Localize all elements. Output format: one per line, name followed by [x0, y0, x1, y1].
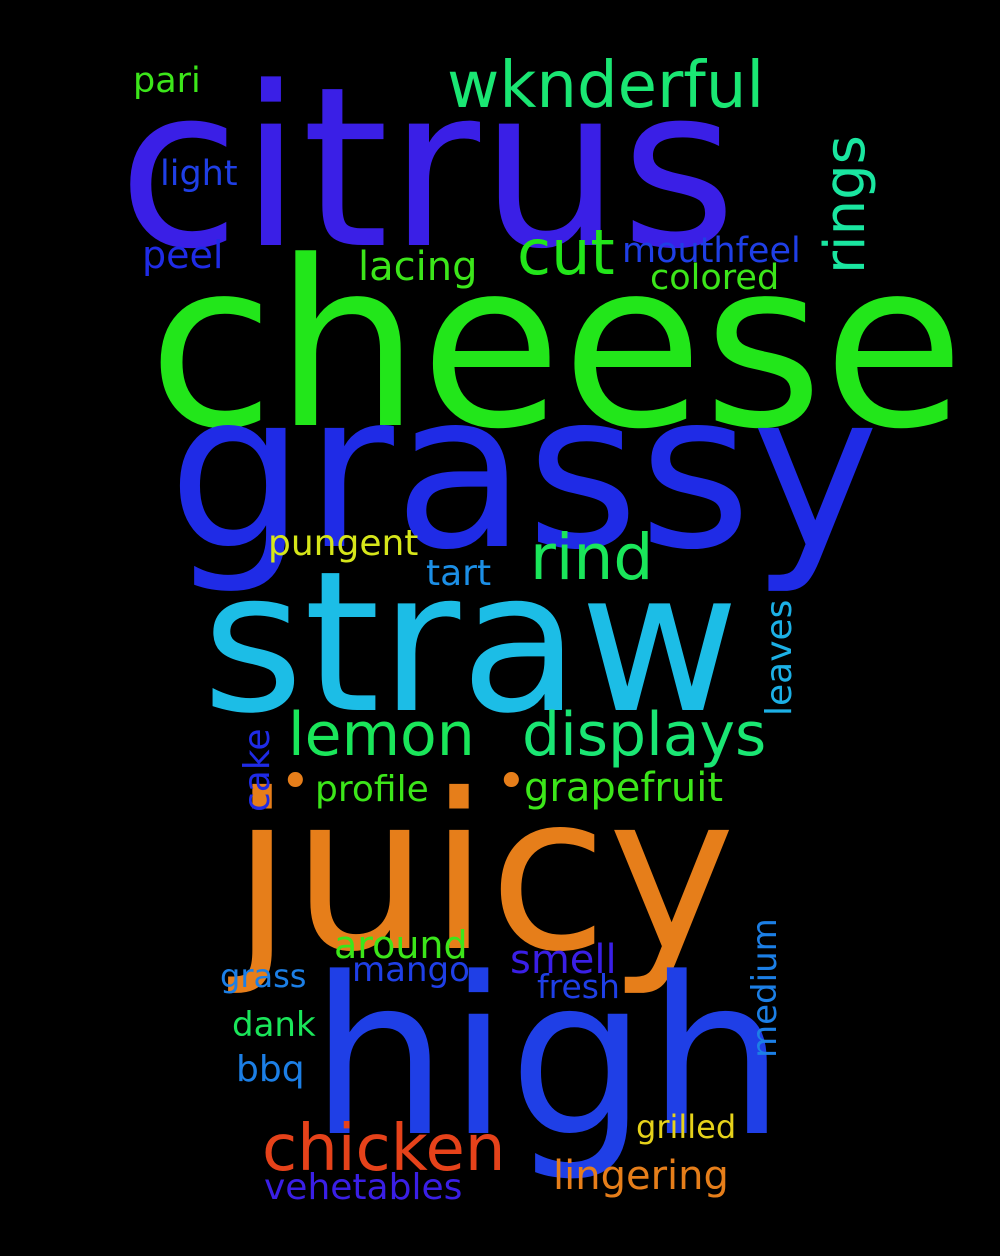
word-grass: grass	[220, 957, 307, 995]
word-peel: peel	[142, 233, 224, 277]
word-profile: profile	[315, 769, 429, 810]
word-bbq: bbq	[236, 1049, 305, 1090]
word-chicken: chicken	[262, 1112, 506, 1186]
word-lacing: lacing	[358, 244, 478, 290]
word-straw: straw	[202, 529, 740, 756]
word-pungent: pungent	[268, 523, 419, 564]
word-leaves: leaves	[759, 599, 800, 716]
word-rind: rind	[530, 521, 654, 594]
word-lingering: lingering	[553, 1153, 729, 1199]
word-mango: mango	[352, 950, 470, 990]
word-high: high	[310, 932, 786, 1185]
word-medium: medium	[745, 918, 785, 1058]
word-bullet-1: •	[280, 752, 311, 812]
word-displays: displays	[522, 700, 767, 770]
word-grapefruit: grapefruit	[524, 765, 724, 811]
word-lemon: lemon	[288, 700, 475, 770]
word-smell: smell	[510, 937, 617, 983]
word-cut: cut	[517, 216, 615, 289]
word-dank: dank	[232, 1005, 316, 1045]
word-colored: colored	[650, 258, 780, 298]
word-pari: pari	[133, 61, 201, 101]
word-grassy: grassy	[168, 346, 880, 597]
word-wknderful: wknderful	[447, 49, 765, 123]
word-rings: rings	[813, 135, 878, 274]
word-citrus: citrus	[118, 40, 737, 298]
word-cheese: cheese	[148, 213, 965, 480]
word-around: around	[334, 923, 468, 967]
word-fresh: fresh	[537, 967, 620, 1006]
word-bullet-2: •	[496, 752, 527, 812]
word-tart: tart	[426, 553, 492, 594]
word-grilled: grilled	[636, 1108, 737, 1146]
word-vehetables: vehetables	[264, 1167, 463, 1208]
word-light: light	[160, 154, 238, 194]
word-juicy: juicy	[232, 748, 736, 999]
word-cake: cake	[237, 728, 278, 812]
word-mouthfeel: mouthfeel	[622, 231, 801, 271]
